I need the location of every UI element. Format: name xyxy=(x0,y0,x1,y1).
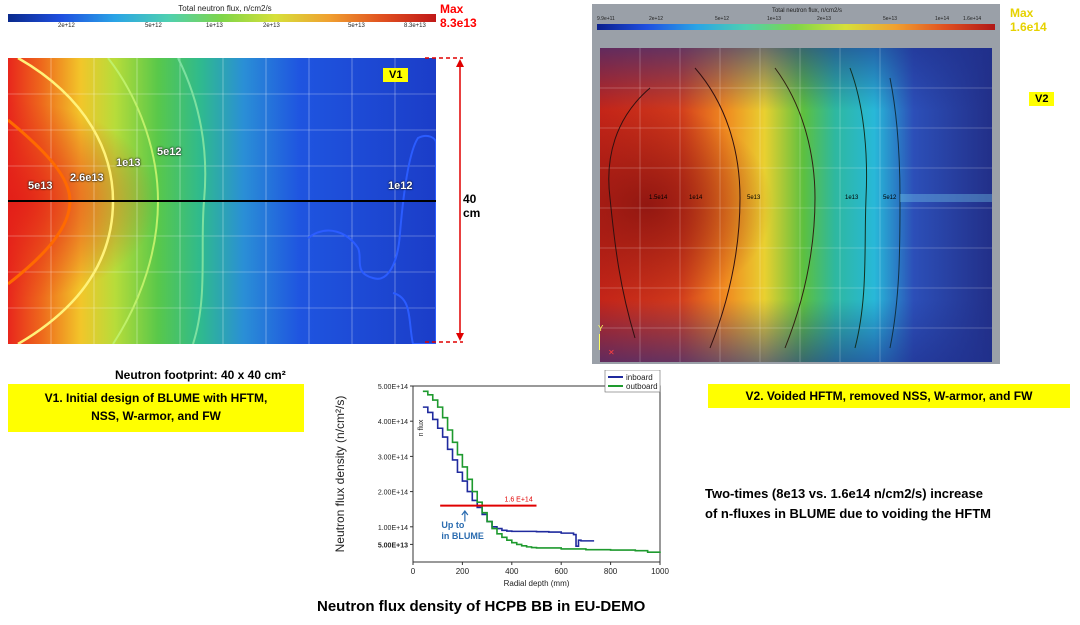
v1-height-label: 40 cm xyxy=(463,192,481,220)
v2-max-value: 1.6e14 xyxy=(1010,20,1047,34)
v2-tick: 1e+13 xyxy=(767,16,782,22)
v2-tick: 1.6e+14 xyxy=(963,16,982,22)
y-axis-label: Neutron flux density (n/cm²/s) xyxy=(333,396,347,553)
v2-colorbar-title: Total neutron flux, n/cm2/s xyxy=(771,8,843,14)
v2-contour-label: 1e14 xyxy=(689,195,703,201)
y-tick-label: 3.00E+14 xyxy=(378,454,408,461)
plot-area xyxy=(412,385,661,563)
v1-contour-label: 1e12 xyxy=(388,180,413,192)
v2-flux-map xyxy=(600,48,992,362)
v2-tick: 9.9e+11 xyxy=(597,16,615,22)
v1-dimension-marker xyxy=(425,57,464,343)
v1-max-word: Max xyxy=(440,2,464,16)
x-tick-label: 400 xyxy=(505,567,519,576)
v1-caption: V1. Initial design of BLUME with HFTM, N… xyxy=(8,384,304,432)
v2-grid xyxy=(600,48,992,362)
summary-line: of n-fluxes in BLUME due to voiding the … xyxy=(705,506,991,521)
v1-max-label: Max 8.3e13 xyxy=(440,2,477,30)
legend-label-inboard: inboard xyxy=(626,373,653,382)
v2-contour-3 xyxy=(774,67,816,349)
v1-colorbar-title: Total neutron flux, n/cm2/s xyxy=(178,4,272,13)
v1-tick: 5e+12 xyxy=(145,23,162,29)
v2-contour-label: 5e13 xyxy=(747,195,761,201)
v1-contour-1e12 xyxy=(307,134,436,344)
v1-tick: 2e+12 xyxy=(58,23,75,29)
v1-tick: 5e+13 xyxy=(348,23,365,29)
x-axis-icon: ✕ xyxy=(608,348,615,357)
bottom-title: Neutron flux density of HCPB BB in EU-DE… xyxy=(317,598,646,615)
v2-contour-label: 1.5e14 xyxy=(649,195,668,201)
v2-contour-4 xyxy=(849,67,868,349)
summary-line: Two-times (8e13 vs. 1.6e14 n/cm2/s) incr… xyxy=(705,486,983,501)
y-tick-label: 1.00E+14 xyxy=(378,525,408,532)
v2-panel: Total neutron flux, n/cm2/s 9.9e+11 2e+1… xyxy=(592,4,1080,366)
v1-contour-label: 1e13 xyxy=(116,157,141,169)
legend-label-outboard: outboard xyxy=(626,382,658,391)
inner-y-label: n flux xyxy=(418,419,425,436)
annotation-text: in BLUME xyxy=(441,531,484,541)
v2-caption: V2. Voided HFTM, removed NSS, W-armor, a… xyxy=(708,384,1070,408)
y-tick-label: 2.00E+14 xyxy=(378,490,408,497)
v2-max-word: Max xyxy=(1010,6,1034,20)
x-tick-label: 600 xyxy=(555,567,569,576)
v1-panel: Total neutron flux, n/cm2/s 2e+12 5e+12 … xyxy=(0,0,480,360)
annotation-text: Up to xyxy=(441,520,464,530)
v2-contour-5 xyxy=(889,77,901,349)
v1-tag: V1 xyxy=(383,68,409,82)
v2-contour-label: 1e13 xyxy=(845,195,859,201)
v2-tick: 2e+12 xyxy=(649,16,664,22)
v1-tick: 8.3e+13 xyxy=(404,23,426,29)
y-axis-icon: Y xyxy=(598,324,604,333)
v2-tag: V2 xyxy=(1029,92,1055,106)
v2-axes-icon: Y ✕ xyxy=(594,324,620,360)
v1-caption-line: V1. Initial design of BLUME with HFTM, xyxy=(44,391,268,405)
v2-contour-1 xyxy=(608,87,651,339)
summary-text: Two-times (8e13 vs. 1.6e14 n/cm2/s) incr… xyxy=(705,484,991,524)
v1-flux-map xyxy=(8,58,436,344)
v1-footprint: Neutron footprint: 40 x 40 cm² xyxy=(115,368,286,382)
y-tick-label: 5.00E+14 xyxy=(378,384,408,391)
x-tick-label: 200 xyxy=(456,567,470,576)
x-tick-label: 1000 xyxy=(651,567,669,576)
v2-colorbar xyxy=(597,24,995,30)
threshold-label: 1.6 E+14 xyxy=(505,497,533,504)
v2-tick: 2e+13 xyxy=(817,16,832,22)
v2-tick: 5e+12 xyxy=(715,16,730,22)
x-tick-label: 800 xyxy=(604,567,618,576)
x-axis-label: Radial depth (mm) xyxy=(504,579,570,588)
v1-caption-line: NSS, W-armor, and FW xyxy=(91,409,221,423)
v1-tick: 2e+13 xyxy=(263,23,280,29)
v2-voided-channel xyxy=(900,194,992,202)
series-line-outboard xyxy=(422,390,661,553)
v1-colorbar xyxy=(8,14,436,22)
v1-colorbar-ticks: 2e+12 5e+12 1e+13 2e+13 5e+13 8.3e+13 xyxy=(8,23,436,33)
axis-line-icon xyxy=(599,334,600,350)
v1-contour-label: 2.6e13 xyxy=(70,172,104,184)
v2-tick: 1e+14 xyxy=(935,16,950,22)
y-tick-label: 4.00E+14 xyxy=(378,419,408,426)
v2-edge-shade xyxy=(600,48,992,362)
x-tick-label: 0 xyxy=(411,567,416,576)
v1-max-value: 8.3e13 xyxy=(440,16,477,30)
v2-contour-label: 5e12 xyxy=(883,195,897,201)
v2-colorbar-ticks: 9.9e+11 2e+12 5e+12 1e+13 2e+13 5e+13 1e… xyxy=(597,16,995,24)
v2-max-label: Max 1.6e14 xyxy=(1010,6,1047,34)
flux-line-chart: 5.00E+13 1.00E+14 2.00E+14 3.00E+14 4.00E+14… xyxy=(333,370,669,588)
annotation-arrow-head xyxy=(461,509,469,516)
v2-tick: 5e+13 xyxy=(883,16,898,22)
v1-tick: 1e+13 xyxy=(206,23,223,29)
y-tick-label: 5.00E+13 xyxy=(378,542,408,549)
v1-contour-label: 5e13 xyxy=(28,180,53,192)
v1-contour-label: 5e12 xyxy=(157,146,182,158)
v2-contour-2 xyxy=(694,67,741,349)
